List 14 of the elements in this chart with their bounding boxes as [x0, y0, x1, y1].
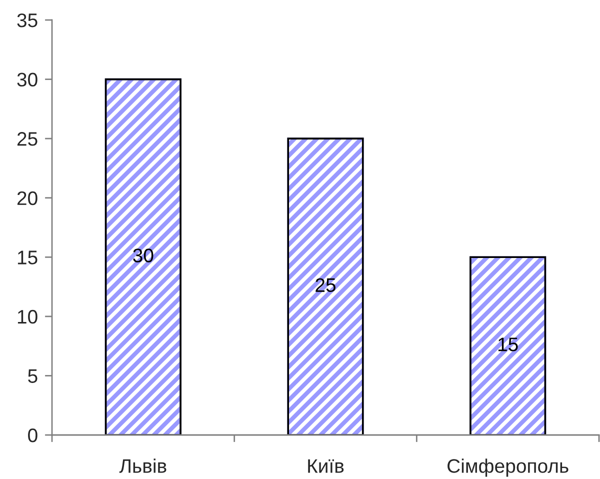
y-tick-label: 10: [18, 310, 38, 324]
y-tick-label: 25: [17, 132, 38, 146]
data-label: 25: [316, 278, 336, 292]
y-tick-label: 5: [28, 369, 38, 383]
data-label: 15: [498, 338, 518, 352]
y-tick-label: 15: [18, 250, 38, 264]
x-tick-label: Сімферополь: [448, 458, 568, 477]
data-label: 30: [133, 248, 154, 262]
y-tick-label: 35: [17, 13, 38, 28]
x-tick-label: Львів: [119, 458, 166, 473]
y-tick-label: 0: [28, 428, 38, 442]
x-tick-label: Київ: [308, 459, 344, 473]
y-tick-label: 30: [17, 72, 38, 87]
y-tick-label: 20: [17, 191, 38, 206]
